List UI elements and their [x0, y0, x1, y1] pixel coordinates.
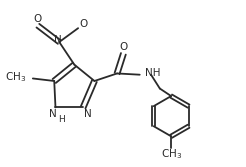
Text: N: N	[54, 35, 62, 45]
Text: CH$_3$: CH$_3$	[161, 147, 182, 161]
Text: O: O	[79, 19, 88, 29]
Text: H: H	[58, 115, 64, 124]
Text: O: O	[120, 42, 128, 52]
Text: N: N	[84, 109, 92, 119]
Text: CH$_3$: CH$_3$	[5, 70, 26, 84]
Text: N: N	[49, 109, 57, 119]
Text: O: O	[33, 14, 42, 24]
Text: NH: NH	[145, 68, 161, 78]
